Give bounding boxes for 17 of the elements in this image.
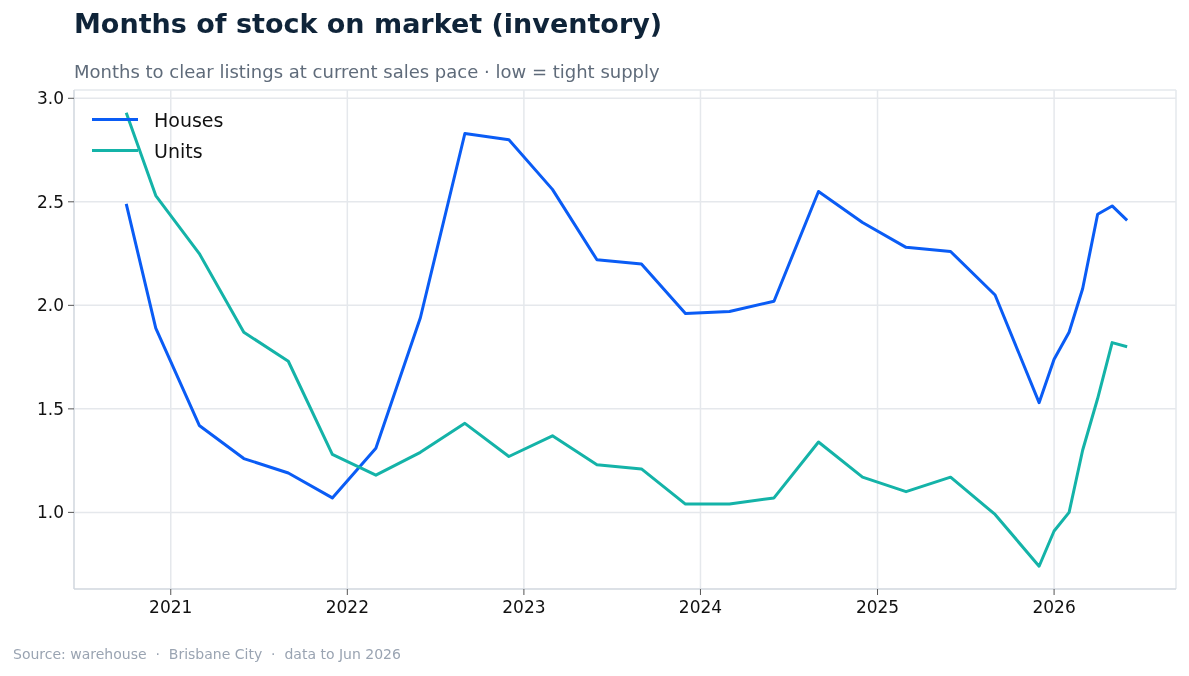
y-tick-label: 1.0 xyxy=(36,502,64,523)
x-tick-label: 2022 xyxy=(325,597,369,618)
y-tick-label: 2.0 xyxy=(36,295,64,316)
x-tick-label: 2025 xyxy=(855,597,900,618)
chart-subtitle: Months to clear listings at current sales pace · low = tight supply xyxy=(74,61,660,82)
legend-label: Houses xyxy=(154,108,224,131)
x-tick-label: 2023 xyxy=(502,597,546,618)
y-tick-label: 3.0 xyxy=(36,88,64,109)
x-tick-label: 2024 xyxy=(678,597,723,618)
x-tick-label: 2021 xyxy=(149,597,193,618)
source-note: Source: warehouse · Brisbane City · data to Jun 2026 xyxy=(13,646,401,662)
y-tick-label: 2.5 xyxy=(36,191,64,212)
y-tick-label: 1.5 xyxy=(36,398,64,419)
legend-label: Units xyxy=(154,139,203,162)
chart-title: Months of stock on market (inventory) xyxy=(74,8,663,39)
line-series xyxy=(124,131,1129,500)
x-tick-label: 2026 xyxy=(1032,597,1076,618)
